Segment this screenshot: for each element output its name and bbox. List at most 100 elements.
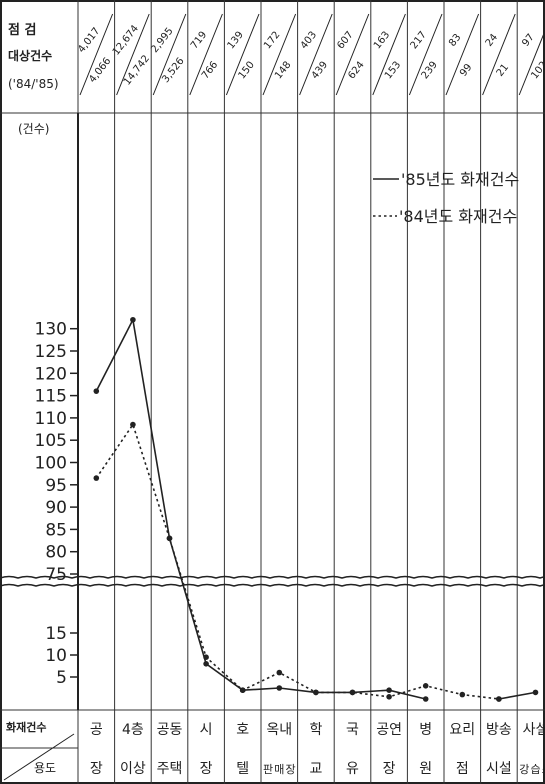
category-line2: 장 [200, 761, 213, 777]
y-tick-label: 5 [56, 668, 67, 688]
header-label-target: 대상건수 [8, 48, 52, 63]
y-tick-label: 10 [45, 646, 67, 666]
category-line1: 시 [200, 722, 213, 738]
header-count-85: 4,066 [87, 56, 113, 85]
axis-break-line [0, 583, 545, 587]
y-tick-label: 120 [35, 364, 67, 384]
footer-corner-slash [3, 733, 75, 781]
header-count-85: 21 [495, 62, 512, 79]
footer-corner-fire-count: 화재건수 [6, 720, 46, 734]
series-85 [93, 316, 539, 702]
footer-corner-usage: 용도 [34, 761, 56, 775]
legend-label-84: '84년도 화재건수 [399, 207, 517, 226]
header-count-84: 719 [189, 30, 209, 52]
header-slash [152, 13, 187, 96]
y-tick-label: 110 [35, 409, 67, 429]
header-count-84: 139 [226, 30, 246, 52]
header-slash [262, 13, 297, 96]
category-line1: 방송 [486, 722, 512, 738]
category-line2: 판매장 [263, 763, 296, 776]
header-slash [372, 13, 406, 96]
category-line1: 공동 [157, 722, 183, 738]
data-point [313, 689, 319, 696]
axis-break-line [0, 575, 545, 579]
data-point [203, 661, 209, 667]
category-line1: 사설 [523, 722, 545, 738]
category-line2: 주택 [157, 761, 183, 777]
category-label: 공장 [90, 722, 103, 777]
series-line [95, 317, 426, 700]
header-slash [518, 29, 545, 96]
header-count-84: 12,674 [111, 23, 141, 57]
header-count-84: 163 [372, 30, 392, 52]
header-slash [189, 13, 223, 96]
header-count-84: 4,017 [76, 26, 102, 55]
header-slash [116, 13, 150, 96]
data-point [459, 691, 466, 698]
data-point [422, 683, 429, 689]
legend: '85년도 화재건수 '84년도 화재건수 [373, 170, 519, 226]
category-line1: 공 [90, 722, 103, 738]
data-point [203, 654, 209, 660]
category-label: 사설강습소 [519, 722, 545, 776]
category-line1: 호 [236, 722, 249, 738]
header-count-84: 83 [447, 32, 464, 49]
header-slash [299, 13, 333, 96]
header-count-84: 24 [484, 32, 501, 49]
header-slash [225, 13, 260, 96]
category-label: 요리점 [449, 722, 475, 777]
data-point [422, 696, 429, 702]
header-slash [482, 13, 516, 96]
series-line [95, 422, 499, 700]
category-label: 호텔 [236, 722, 249, 777]
category-line1: 국 [346, 722, 359, 738]
category-line1: 옥내 [266, 722, 292, 738]
category-line2: 장 [90, 761, 103, 777]
header-slash [408, 13, 443, 96]
header-count-cell: 83 99 [445, 13, 480, 96]
y-tick-label: 80 [45, 543, 67, 563]
data-point [386, 687, 392, 693]
category-line2: 장 [383, 761, 396, 777]
category-label: 시장 [200, 722, 213, 777]
category-line2: 텔 [236, 761, 249, 777]
data-point [93, 388, 100, 394]
y-tick-label: 115 [35, 387, 67, 407]
y-tick-label: 90 [45, 498, 67, 518]
header-count-84: 217 [409, 30, 429, 52]
y-tick-label: 130 [35, 320, 67, 340]
header-count-85: 3,526 [160, 56, 186, 85]
category-line2: 교 [309, 761, 322, 777]
header-count-85: 99 [458, 62, 475, 79]
data-point [386, 694, 392, 700]
category-label: 학교 [309, 722, 322, 777]
data-point [276, 685, 283, 691]
data-point [130, 421, 136, 428]
data-point [349, 689, 356, 696]
category-footer: 화재건수용도공장4층이상공동주택시장호텔옥내판매장학교국유공연장병원요리점방송시… [3, 720, 545, 781]
header-slash [335, 13, 370, 96]
data-point [239, 687, 246, 693]
header-count-84: 172 [262, 30, 282, 52]
category-line1: 요리 [449, 722, 475, 738]
y-tick-label: 15 [45, 624, 67, 644]
category-line2: 시설 [486, 761, 512, 777]
header-label-years: ('84/'85) [8, 77, 59, 91]
header-count-cell: 24 21 [482, 13, 516, 96]
data-point [130, 316, 136, 323]
